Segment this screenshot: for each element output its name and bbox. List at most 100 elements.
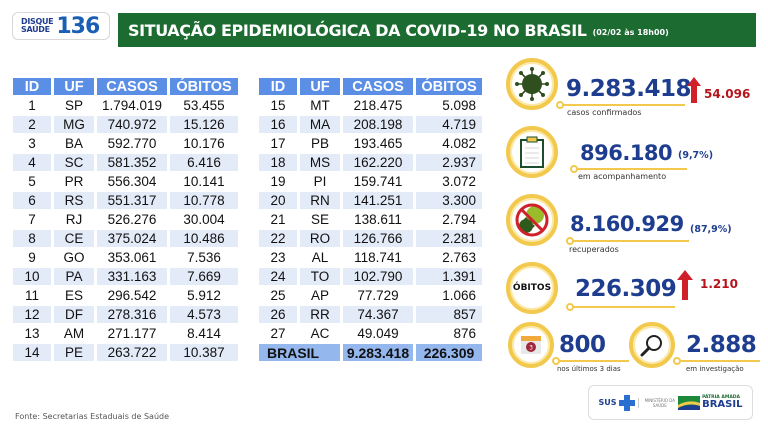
table-cell: RO (300, 230, 340, 247)
table-cell: 15 (270, 98, 286, 113)
clipboard-icon-ring (506, 126, 558, 178)
table-cell: AP (310, 288, 329, 303)
table-cell: 1.794.019 (101, 98, 163, 113)
table-cell: 138.611 (354, 212, 402, 227)
table-cell: 162.220 (343, 154, 413, 171)
magnifier-icon-ring (629, 322, 675, 368)
table-cell: 7 (28, 212, 36, 227)
table-cell: 9 (28, 250, 36, 265)
table-cell: 2.281 (416, 230, 482, 247)
disque-saude-logo: DISQUE SAÚDE 136 (12, 12, 110, 40)
table-cell: 11 (24, 288, 39, 303)
table-cell: 10.486 (170, 230, 238, 247)
table-row: 10 PA 331.163 7.669 (13, 268, 238, 285)
table-row: 25 AP 77.729 1.066 (259, 287, 482, 304)
table-cell: GO (63, 250, 85, 265)
no-virus-icon-ring (506, 194, 558, 246)
table-cell: 17 (270, 136, 286, 151)
table-cell: 12 (13, 306, 51, 323)
table-row: 1 SP 1.794.019 53.455 (13, 97, 238, 114)
table-cell: 551.317 (97, 192, 167, 209)
table-cell: 6 (13, 192, 51, 209)
table-cell: SP (64, 98, 83, 113)
table-cell: RJ (65, 212, 83, 227)
table-cell: 22 (259, 230, 297, 247)
table-cell: DF (54, 306, 94, 323)
deaths-increase: 1.210 (700, 277, 738, 291)
confirmed-value: 9.283.418 (566, 76, 692, 102)
deaths-badge-ring: ÓBITOS (506, 262, 558, 314)
table-cell: TO (300, 268, 340, 285)
table-cell: 263.722 (97, 344, 167, 361)
table-cell: 6.416 (170, 154, 238, 171)
table-cell: 526.276 (107, 212, 157, 227)
table-row: 20 RN 141.251 3.300 (259, 192, 482, 209)
table-cell: 2.794 (442, 212, 476, 227)
table-cell: 556.304 (107, 174, 157, 189)
underline-bar (680, 360, 760, 362)
table-cell: RS (54, 192, 94, 209)
column-header: UF (54, 78, 94, 95)
total-label: BRASIL (259, 344, 340, 361)
table-row: 22 RO 126.766 2.281 (259, 230, 482, 247)
table-row: 23 AL 118.741 2.763 (259, 249, 482, 266)
no-virus-icon (515, 203, 549, 237)
table-row: 3 BA 592.770 10.176 (13, 135, 238, 152)
deaths-badge: ÓBITOS (512, 283, 552, 293)
last3days-label: nos últimos 3 dias (557, 365, 621, 373)
table-cell: PR (64, 174, 84, 189)
states-table-left: ID UF CASOS ÓBITOS 1 SP 1.794.019 53.455 2 MG 740… (10, 76, 241, 363)
table-cell: MT (310, 98, 330, 113)
table-cell: PA (54, 268, 94, 285)
table-cell: RN (300, 192, 340, 209)
confirmed-label: casos confirmados (567, 108, 642, 117)
total-cases: 9.283.418 (343, 344, 413, 361)
column-header: UF (300, 78, 340, 95)
table-cell: 53.455 (183, 98, 225, 113)
recovered-value: 8.160.929 (570, 212, 684, 236)
table-cell: AM (63, 326, 85, 341)
column-header: ID (13, 78, 51, 95)
magnifier-icon (640, 335, 662, 357)
table-cell: 10.141 (183, 174, 225, 189)
table-cell: 159.741 (353, 174, 403, 189)
table-row: 21 SE 138.611 2.794 (259, 211, 482, 228)
table-cell: 5.912 (187, 288, 221, 303)
table-row: 16 MA 208.198 4.719 (259, 116, 482, 133)
table-cell: 20 (259, 192, 297, 209)
table-row: 19 PI 159.741 3.072 (259, 173, 482, 190)
table-cell: 876 (453, 326, 476, 341)
monitoring-value: 896.180 (580, 141, 673, 165)
table-cell: 4.082 (442, 136, 476, 151)
confirmed-increase: 54.096 (704, 87, 751, 101)
table-cell: 271.177 (107, 326, 157, 341)
ministry-logo: MINISTÉRIO DA SAÚDE (637, 397, 675, 408)
table-row: 24 TO 102.790 1.391 (259, 268, 482, 285)
underline-bar (573, 240, 689, 242)
table-cell: SE (310, 212, 329, 227)
table-cell: 857 (416, 306, 482, 323)
table-cell: AC (310, 326, 330, 341)
table-row: 4 SC 581.352 6.416 (13, 154, 238, 171)
virus-icon (515, 67, 549, 101)
total-deaths: 226.309 (416, 344, 482, 361)
table-cell: 2 (13, 116, 51, 133)
table-cell: 740.972 (97, 116, 167, 133)
source-note: Fonte: Secretarias Estaduais de Saúde (15, 412, 170, 421)
table-cell: 218.475 (353, 98, 403, 113)
table-cell: 49.049 (357, 326, 399, 341)
table-cell: 3 (28, 136, 36, 151)
table-cell: 3.300 (416, 192, 482, 209)
table-cell: 19 (270, 174, 286, 189)
table-row: 12 DF 278.316 4.573 (13, 306, 238, 323)
table-cell: 24 (259, 268, 297, 285)
table-cell: 3.072 (442, 174, 476, 189)
table-cell: MG (54, 116, 94, 133)
table-row: 27 AC 49.049 876 (259, 325, 482, 342)
total-row: BRASIL 9.283.418 226.309 (259, 344, 482, 361)
table-cell: 5 (28, 174, 36, 189)
table-row: 15 MT 218.475 5.098 (259, 97, 482, 114)
table-cell: 126.766 (343, 230, 413, 247)
monitoring-percent: (9,7%) (678, 150, 714, 161)
table-cell: 10.778 (170, 192, 238, 209)
